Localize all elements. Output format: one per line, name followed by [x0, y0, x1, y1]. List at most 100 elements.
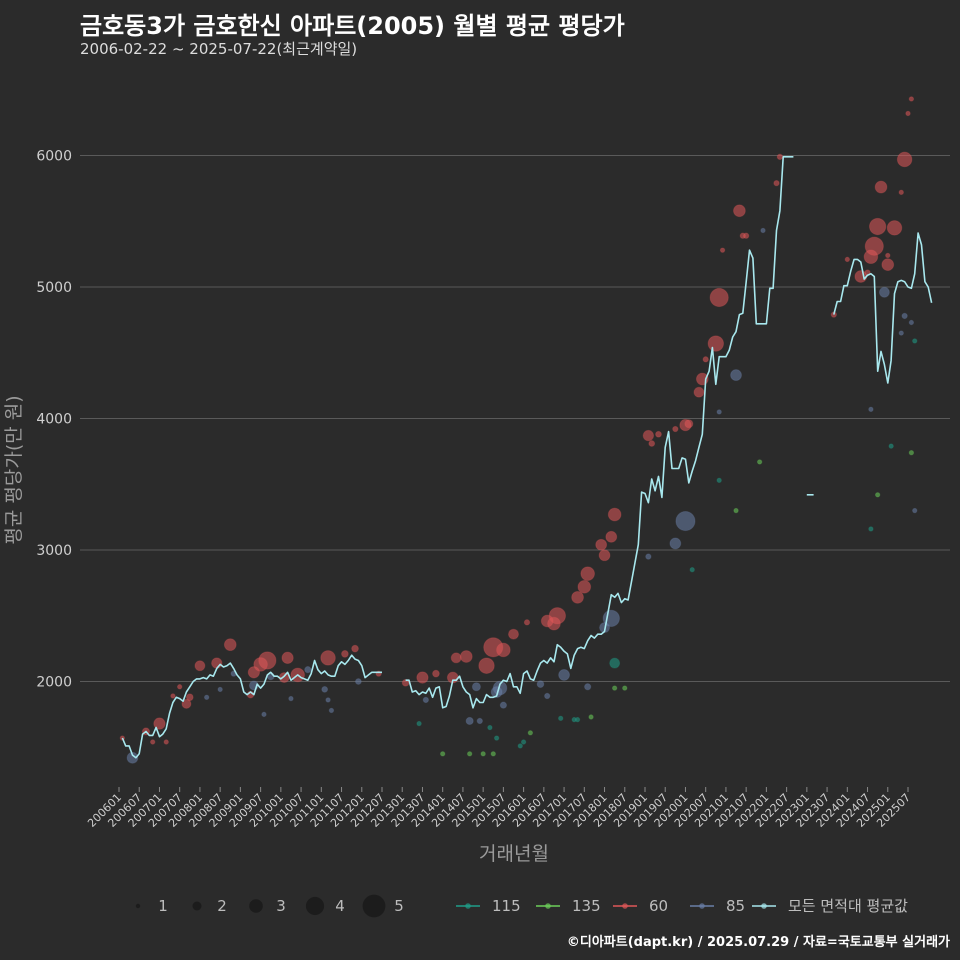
data-point-60	[886, 220, 903, 236]
data-point-85	[304, 666, 312, 674]
data-point-85	[675, 511, 696, 532]
size-legend: 1 2 3 4 5	[135, 894, 404, 918]
x-axis-ticks: 2006012006072007012007072008012008072009…	[85, 787, 913, 830]
color-legend-dot	[622, 903, 628, 909]
y-tick-label: 2000	[36, 675, 72, 691]
data-point-85	[730, 369, 742, 382]
data-point-60	[320, 650, 336, 666]
color-legend-label: 60	[649, 897, 668, 915]
data-point-85	[422, 696, 429, 704]
data-point-115	[558, 715, 564, 722]
data-point-85	[716, 409, 722, 415]
data-point-60	[281, 651, 294, 664]
scatter-points	[119, 96, 918, 764]
average-line-segment	[405, 156, 794, 709]
data-point-115	[520, 739, 527, 745]
color-legend-dot	[465, 903, 471, 909]
data-point-60	[450, 652, 462, 664]
chart-title: 금호동3가 금호한신 아파트(2005) 월별 평균 평당가	[80, 12, 625, 40]
y-tick-label: 6000	[36, 149, 72, 165]
data-point-60	[864, 236, 884, 256]
data-point-60	[432, 669, 440, 678]
data-point-135	[439, 751, 446, 757]
data-point-60	[150, 739, 156, 745]
data-point-115	[868, 526, 874, 532]
data-point-60	[773, 179, 780, 187]
data-point-60	[176, 684, 183, 690]
data-point-60	[693, 386, 705, 398]
data-point-115	[689, 567, 695, 573]
data-point-85	[898, 330, 904, 336]
data-point-60	[648, 440, 656, 447]
data-point-60	[898, 189, 904, 196]
data-point-60	[709, 287, 729, 308]
data-point-135	[480, 751, 486, 757]
size-legend-label: 2	[217, 897, 227, 915]
data-point-115	[487, 724, 493, 731]
data-point-60	[642, 429, 655, 442]
data-point-115	[416, 720, 422, 727]
size-legend-swatch	[135, 903, 141, 909]
data-point-115	[716, 477, 722, 484]
data-point-60	[194, 660, 206, 672]
data-point-85	[126, 751, 139, 764]
data-point-60	[672, 425, 679, 433]
color-legend-label: 115	[492, 897, 521, 915]
data-point-85	[584, 683, 592, 691]
data-point-60	[577, 579, 592, 594]
data-point-60	[496, 642, 511, 658]
data-point-85	[868, 406, 874, 412]
data-point-60	[702, 356, 709, 363]
size-legend-swatch	[362, 894, 386, 918]
color-legend-dot	[761, 903, 767, 909]
data-point-115	[517, 743, 523, 749]
data-point-60	[185, 693, 194, 702]
data-point-60	[580, 566, 595, 581]
data-point-60	[885, 252, 891, 259]
data-point-60	[351, 644, 359, 653]
y-axis-title: 평균 평당가(만 원)	[3, 395, 25, 544]
data-point-85	[544, 692, 551, 700]
y-tick-label: 3000	[36, 543, 72, 559]
data-point-60	[719, 247, 726, 253]
data-point-60	[844, 256, 851, 263]
size-legend-label: 5	[394, 897, 404, 915]
data-point-85	[471, 682, 481, 692]
data-point-60	[707, 335, 725, 352]
size-legend-label: 3	[276, 897, 286, 915]
data-point-85	[355, 678, 362, 685]
data-point-85	[901, 312, 908, 320]
size-legend-label: 1	[158, 897, 168, 915]
data-point-60	[258, 651, 277, 670]
data-point-60	[684, 419, 694, 429]
average-line	[121, 156, 933, 759]
data-point-60	[508, 628, 519, 640]
data-point-60	[181, 698, 192, 709]
size-legend-label: 4	[335, 897, 345, 915]
data-point-60	[571, 590, 584, 604]
data-point-135	[588, 714, 594, 720]
data-point-85	[261, 711, 267, 718]
data-point-60	[607, 507, 622, 522]
data-point-60	[733, 204, 746, 218]
data-point-135	[874, 492, 881, 498]
data-point-60	[548, 607, 567, 625]
data-point-60	[905, 110, 911, 117]
data-point-85	[558, 669, 570, 681]
data-point-60	[874, 180, 888, 194]
average-line-segment	[833, 232, 933, 384]
data-point-60	[896, 151, 913, 168]
y-axis-ticks: 2000 3000 4000 5000 6000	[36, 149, 72, 691]
color-legend: 115 135 60 85 모든 면적대 평균값	[456, 897, 908, 915]
data-point-60	[598, 549, 611, 562]
data-point-85	[878, 286, 890, 298]
data-point-85	[288, 695, 294, 702]
data-point-115	[574, 716, 581, 723]
color-legend-label: 135	[572, 897, 601, 915]
color-legend-label: 85	[726, 897, 745, 915]
data-point-85	[760, 227, 766, 234]
data-point-135	[733, 507, 739, 514]
data-point-85	[203, 694, 210, 700]
data-point-85	[492, 680, 508, 696]
